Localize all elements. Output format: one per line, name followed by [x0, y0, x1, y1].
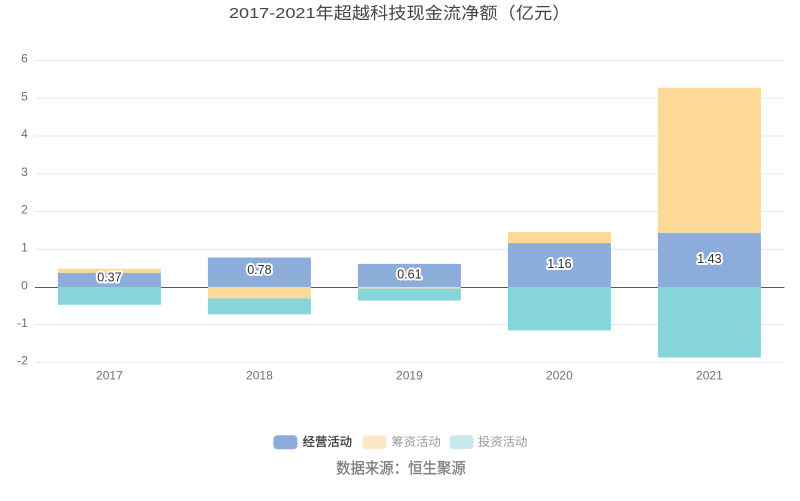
svg-text:2017-2021: 2017-2021 [229, 5, 316, 22]
svg-text:1: 1 [21, 240, 28, 254]
svg-text:0.61: 0.61 [397, 267, 421, 281]
svg-text:-1: -1 [17, 316, 28, 330]
svg-text:2020: 2020 [546, 369, 573, 383]
svg-text:2021: 2021 [696, 369, 723, 383]
svg-text:0.78: 0.78 [247, 263, 271, 277]
svg-text:3: 3 [21, 165, 28, 179]
svg-text:1.16: 1.16 [547, 257, 571, 271]
svg-text:-2: -2 [17, 354, 28, 368]
svg-text:0: 0 [21, 279, 28, 293]
svg-text:4: 4 [21, 127, 28, 141]
svg-text:0.37: 0.37 [97, 271, 121, 285]
svg-text:2018: 2018 [246, 369, 273, 383]
svg-text:2017: 2017 [96, 369, 123, 383]
svg-text:1.43: 1.43 [697, 252, 721, 266]
svg-text:2: 2 [21, 203, 28, 217]
svg-text:5: 5 [21, 89, 28, 103]
svg-text:6: 6 [21, 52, 28, 66]
svg-text:2019: 2019 [396, 369, 423, 383]
